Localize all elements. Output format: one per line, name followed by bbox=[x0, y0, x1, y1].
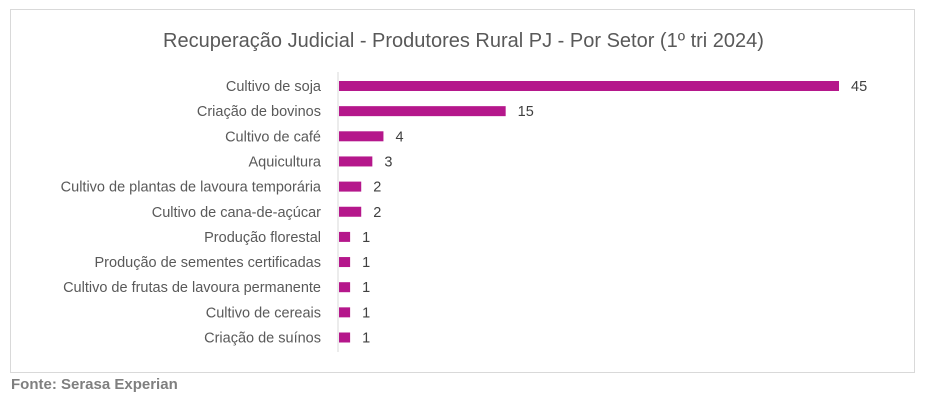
chart-title: Recuperação Judicial - Produtores Rural … bbox=[163, 30, 764, 52]
data-label: 4 bbox=[395, 129, 403, 145]
data-label: 2 bbox=[373, 180, 381, 196]
bar bbox=[339, 332, 351, 343]
bar bbox=[339, 106, 506, 117]
bar bbox=[339, 231, 351, 242]
bar bbox=[339, 131, 384, 142]
data-label: 2 bbox=[373, 205, 381, 221]
bar bbox=[339, 307, 351, 318]
category-label: Cultivo de café bbox=[225, 129, 321, 145]
category-label: Produção florestal bbox=[204, 230, 321, 246]
bar bbox=[339, 282, 351, 293]
category-label: Aquicultura bbox=[248, 154, 321, 170]
source-note: Fonte: Serasa Experian bbox=[11, 376, 178, 393]
bar bbox=[339, 206, 362, 217]
category-label: Criação de suínos bbox=[204, 331, 321, 347]
bar bbox=[339, 81, 839, 91]
data-label: 1 bbox=[362, 255, 370, 271]
data-label: 45 bbox=[851, 79, 867, 95]
bar bbox=[339, 257, 351, 268]
category-label: Cultivo de soja bbox=[226, 79, 322, 95]
data-label: 1 bbox=[362, 305, 370, 321]
bar bbox=[339, 156, 373, 167]
bar bbox=[339, 181, 362, 192]
category-label: Cultivo de cereais bbox=[206, 305, 321, 321]
category-label: Cultivo de plantas de lavoura temporária bbox=[61, 180, 322, 196]
data-label: 1 bbox=[362, 331, 370, 347]
data-label: 1 bbox=[362, 230, 370, 246]
data-label: 15 bbox=[518, 104, 534, 120]
category-label: Produção de sementes certificadas bbox=[95, 255, 322, 271]
chart-frame: Recuperação Judicial - Produtores Rural … bbox=[10, 9, 915, 373]
category-label: Cultivo de frutas de lavoura permanente bbox=[63, 280, 321, 296]
category-label: Criação de bovinos bbox=[197, 104, 321, 120]
category-label: Cultivo de cana-de-açúcar bbox=[152, 205, 321, 221]
data-label: 1 bbox=[362, 280, 370, 296]
data-label: 3 bbox=[384, 154, 392, 170]
